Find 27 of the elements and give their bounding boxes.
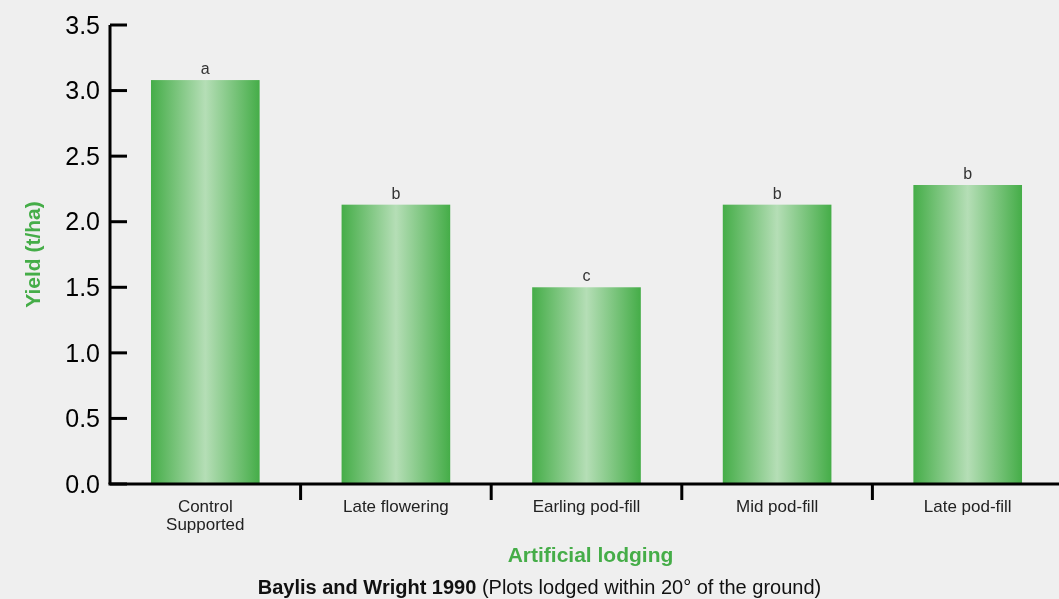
- annotation: b: [772, 184, 782, 202]
- y-tick-label: 2.0: [65, 207, 100, 236]
- annotation: b: [963, 164, 973, 182]
- x-axis-title: Artificial lodging: [507, 543, 674, 566]
- x-tick-label: Earling pod-fill: [532, 497, 641, 516]
- bar: [150, 80, 260, 484]
- x-tick-label: Control Supported: [166, 497, 245, 534]
- annotation: b: [391, 184, 401, 202]
- y-axis-title: Yield (t/ha): [21, 201, 44, 308]
- text: (Plots lodged within 20° of the ground): [476, 576, 822, 598]
- x-tick-label: Late pod-fill: [923, 497, 1012, 516]
- y-tick-label: 3.0: [65, 76, 100, 105]
- y-tick-label: 0.5: [65, 404, 100, 433]
- bar: [341, 204, 451, 484]
- bar: [913, 184, 1023, 484]
- bar: [722, 204, 832, 484]
- annotation: c: [582, 267, 591, 285]
- x-tick-label: Mid pod-fill: [736, 497, 819, 516]
- x-tick-label: Late flowering: [342, 497, 449, 516]
- y-tick-label: 1.0: [65, 338, 100, 367]
- y-tick-label: 1.5: [65, 273, 100, 302]
- y-tick-label: 2.5: [65, 141, 100, 170]
- y-tick-label: 0.0: [65, 469, 100, 498]
- bar: [532, 287, 641, 484]
- text: Baylis and Wright 1990: [257, 576, 477, 598]
- y-tick-label: 3.5: [65, 10, 100, 39]
- annotation: a: [200, 60, 210, 78]
